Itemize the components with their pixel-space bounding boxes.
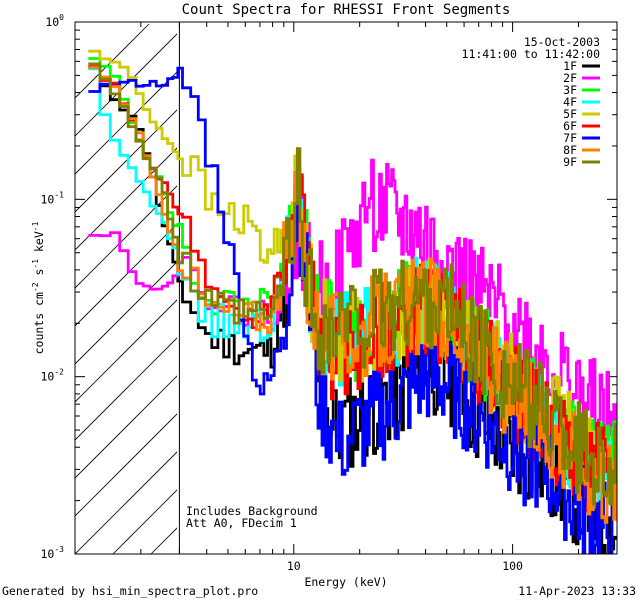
annotation-attenuator: Att A0, FDecim 1 xyxy=(186,516,297,530)
hatch-line xyxy=(75,375,177,479)
footer-generated-by: Generated by hsi_min_spectra_plot.pro xyxy=(2,584,258,598)
legend-date: 15-Oct-2003 xyxy=(524,35,600,49)
annotation-background: Includes Background xyxy=(186,504,318,518)
x-tick-label: 100 xyxy=(502,559,523,573)
y-tick-label: 10-1 xyxy=(41,190,65,206)
x-axis-label: Energy (keV) xyxy=(304,575,387,589)
legend-label-4F: 4F xyxy=(563,95,577,109)
y-axis-label: counts cm-2 s-1 keV-1 xyxy=(31,221,46,354)
legend-label-5F: 5F xyxy=(563,107,577,121)
legend-label-1F: 1F xyxy=(563,59,577,73)
hatch-line xyxy=(75,451,177,554)
y-tick-labels: 100 10-1 10-2 10-3 xyxy=(41,13,65,561)
legend-label-9F: 9F xyxy=(563,155,577,169)
chart-title: Count Spectra for RHESSI Front Segments xyxy=(182,2,511,18)
legend-label-8F: 8F xyxy=(563,143,577,157)
y-tick-label: 10-3 xyxy=(41,545,65,561)
y-tick-label: 10-2 xyxy=(41,368,65,384)
legend-label-2F: 2F xyxy=(563,71,577,85)
legend-label-6F: 6F xyxy=(563,119,577,133)
legend-time-range: 11:41:00 to 11:42:00 xyxy=(462,47,601,61)
hatch-line xyxy=(75,71,177,175)
legend-label-3F: 3F xyxy=(563,83,577,97)
x-tick-labels: 10 100 xyxy=(287,559,523,573)
plot-frame xyxy=(74,21,618,555)
footer-datetime: 11-Apr-2023 13:33 xyxy=(518,584,636,598)
x-tick-label: 10 xyxy=(287,559,301,573)
legend-label-7F: 7F xyxy=(563,131,577,145)
series-line-7F xyxy=(88,66,617,554)
y-tick-label: 100 xyxy=(45,13,64,29)
series-line-9F xyxy=(88,62,617,506)
hatch-line xyxy=(75,413,177,517)
hatch-line xyxy=(75,223,177,327)
series-group xyxy=(88,49,617,554)
hatch-line xyxy=(75,109,177,213)
